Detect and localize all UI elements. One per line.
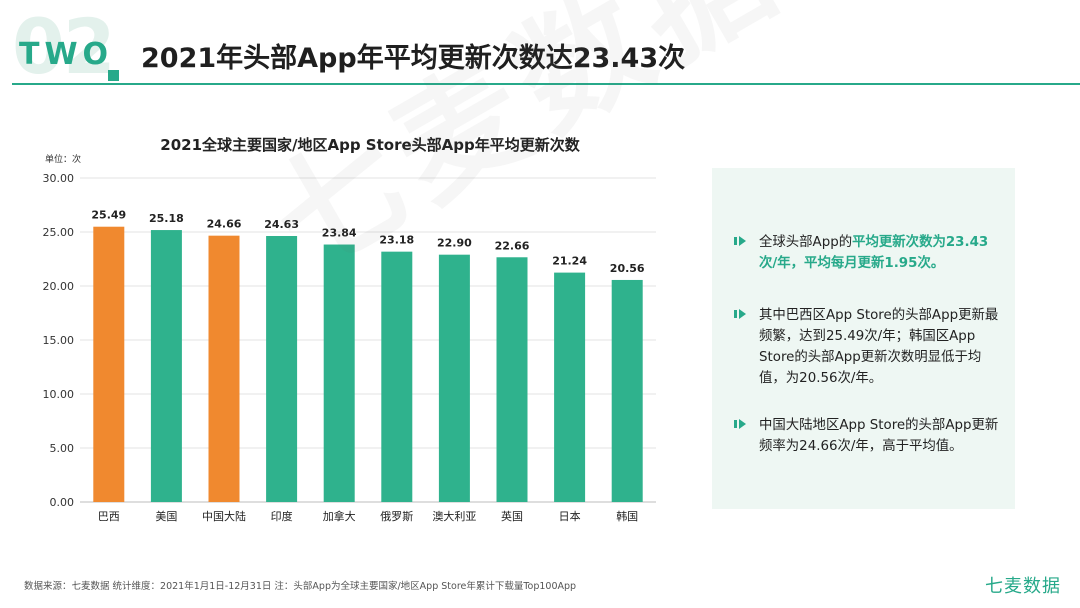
insight-text-1: 全球头部App的平均更新次数为23.43次/年，平均每月更新1.95次。 xyxy=(759,232,1004,274)
x-category-label: 加拿大 xyxy=(323,509,356,523)
arrow-bullet-icon xyxy=(734,419,746,429)
bar-value-label: 25.18 xyxy=(149,212,184,225)
chart-title: 2021全球主要国家/地区App Store头部App年平均更新次数 xyxy=(160,136,580,154)
y-tick-label: 10.00 xyxy=(43,388,75,401)
bar xyxy=(438,254,470,502)
bar-value-label: 25.49 xyxy=(91,209,126,222)
bar-chart: 0.00 5.00 10.00 15.00 20.00 25.00 30.00 25.49 巴西… xyxy=(43,172,656,523)
y-tick-label: 30.00 xyxy=(43,172,75,185)
x-category-label: 巴西 xyxy=(98,510,120,523)
bar xyxy=(93,226,125,502)
arrow-bullet-icon xyxy=(734,236,746,246)
insight-panel: 全球头部App的平均更新次数为23.43次/年，平均每月更新1.95次。 其中巴… xyxy=(712,168,1015,509)
y-tick-label: 25.00 xyxy=(43,226,75,239)
bar xyxy=(208,235,240,502)
insight-bullet-2: 其中巴西区App Store的头部App更新最频繁，达到25.49次/年；韩国区… xyxy=(734,305,1004,389)
insight-text-2: 其中巴西区App Store的头部App更新最频繁，达到25.49次/年；韩国区… xyxy=(759,308,999,386)
x-category-label: 印度 xyxy=(271,509,293,523)
bar-value-label: 22.66 xyxy=(495,239,530,252)
bar xyxy=(150,230,182,502)
insight-highlight-1: 平均更新次数为23.43次/年，平均每月更新1.95次。 xyxy=(759,235,989,271)
data-source-note: 数据来源：七麦数据 统计维度：2021年1月1日-12月31日 注：头部App为… xyxy=(24,581,577,592)
insight-bullet-1: 全球头部App的平均更新次数为23.43次/年，平均每月更新1.95次。 xyxy=(734,232,1004,274)
bar-value-label: 24.66 xyxy=(207,218,242,231)
section-dot xyxy=(108,70,119,81)
bar xyxy=(611,279,643,502)
title-divider xyxy=(12,83,1080,85)
x-category-label: 澳大利亚 xyxy=(432,509,476,523)
bar xyxy=(496,257,528,502)
y-tick-label: 20.00 xyxy=(43,280,75,293)
arrow-bullet-icon xyxy=(734,309,746,319)
insight-bullet-3: 中国大陆地区App Store的头部App更新频率为24.66次/年，高于平均值… xyxy=(734,415,1004,457)
y-tick-label: 5.00 xyxy=(50,442,75,455)
section-number: 02 xyxy=(12,2,116,91)
x-category-label: 俄罗斯 xyxy=(380,510,413,523)
bar xyxy=(381,251,413,502)
brand-logo-text: 七麦数据 xyxy=(985,576,1061,597)
insight-text-1-part-1: 全球头部App的 xyxy=(759,235,853,250)
bar-value-label: 23.84 xyxy=(322,227,357,240)
bar xyxy=(554,272,586,502)
unit-label: 单位：次 xyxy=(45,155,82,165)
x-category-label: 美国 xyxy=(155,510,177,523)
bar-value-label: 20.56 xyxy=(610,262,645,275)
bar-value-label: 24.63 xyxy=(264,218,299,231)
y-tick-label: 0.00 xyxy=(50,496,75,509)
bar xyxy=(323,244,355,502)
y-tick-label: 15.00 xyxy=(43,334,75,347)
page-title: 2021年头部App年平均更新次数达23.43次 xyxy=(141,43,686,74)
bar xyxy=(266,235,298,502)
x-category-label: 日本 xyxy=(559,509,581,523)
x-category-label: 中国大陆 xyxy=(202,509,246,523)
insight-text-3: 中国大陆地区App Store的头部App更新频率为24.66次/年，高于平均值… xyxy=(759,418,999,454)
x-category-label: 韩国 xyxy=(616,509,638,523)
bar-value-label: 23.18 xyxy=(379,234,414,247)
x-category-label: 英国 xyxy=(501,509,523,523)
bar-value-label: 21.24 xyxy=(552,255,587,268)
section-tag: TWO xyxy=(19,37,114,72)
bar-value-label: 22.90 xyxy=(437,237,472,250)
